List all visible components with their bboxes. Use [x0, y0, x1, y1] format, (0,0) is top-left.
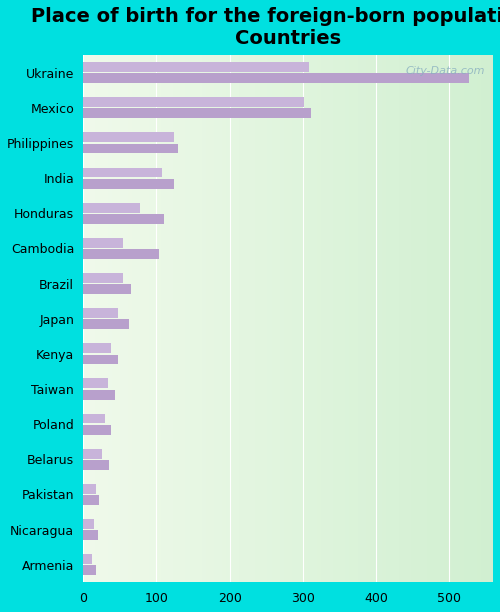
Bar	[83, 62, 308, 72]
Bar	[83, 378, 108, 388]
Bar	[83, 495, 100, 505]
Bar	[83, 343, 111, 353]
Bar	[83, 203, 140, 212]
Bar	[83, 97, 304, 107]
Text: City-Data.com: City-Data.com	[406, 65, 485, 76]
Bar	[83, 531, 98, 540]
Bar	[83, 73, 469, 83]
Bar	[83, 284, 131, 294]
Bar	[83, 273, 124, 283]
Bar	[83, 168, 162, 177]
Bar	[83, 354, 118, 364]
Bar	[83, 519, 94, 529]
Bar	[83, 308, 117, 318]
Title: Place of birth for the foreign-born population -
Countries: Place of birth for the foreign-born popu…	[31, 7, 500, 48]
Bar	[83, 554, 92, 564]
Bar	[83, 108, 311, 118]
Bar	[83, 214, 164, 224]
Bar	[83, 319, 128, 329]
Bar	[83, 484, 96, 494]
Bar	[83, 460, 109, 470]
Bar	[83, 425, 111, 435]
Bar	[83, 238, 124, 248]
Bar	[83, 179, 174, 188]
Bar	[83, 565, 96, 575]
Bar	[83, 449, 102, 458]
Bar	[83, 414, 105, 424]
Bar	[83, 144, 178, 154]
Bar	[83, 390, 116, 400]
Bar	[83, 249, 158, 259]
Bar	[83, 132, 174, 142]
